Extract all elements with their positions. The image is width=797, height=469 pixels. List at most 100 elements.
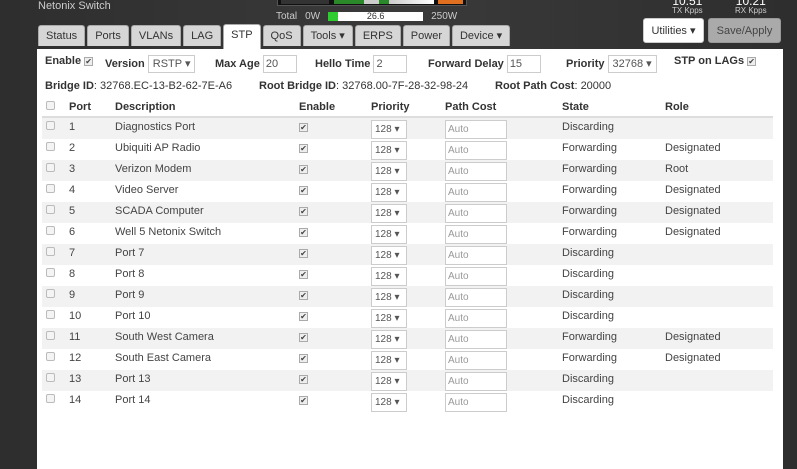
- path-cost-input[interactable]: Auto: [445, 288, 507, 307]
- row-select-checkbox[interactable]: [46, 373, 55, 382]
- root-bridge-id: Root Bridge ID: 32768.00-7F-28-32-98-24: [259, 80, 468, 92]
- port-priority-select[interactable]: 128 ▾: [371, 183, 407, 202]
- row-select-checkbox[interactable]: [46, 310, 55, 319]
- port-number: 8: [69, 268, 76, 280]
- path-cost-input[interactable]: Auto: [445, 393, 507, 412]
- port-enable-checkbox[interactable]: ✔: [299, 207, 308, 216]
- port-priority-select[interactable]: 128 ▾: [371, 288, 407, 307]
- port-priority-select[interactable]: 128 ▾: [371, 351, 407, 370]
- port-priority-select[interactable]: 128 ▾: [371, 246, 407, 265]
- port-role: Designated: [665, 202, 773, 223]
- path-cost-input[interactable]: Auto: [445, 162, 507, 181]
- port-enable-checkbox[interactable]: ✔: [299, 144, 308, 153]
- port-priority-select[interactable]: 128 ▾: [371, 204, 407, 223]
- path-cost-input[interactable]: Auto: [445, 183, 507, 202]
- port-priority-select[interactable]: 128 ▾: [371, 372, 407, 391]
- port-priority-select[interactable]: 128 ▾: [371, 225, 407, 244]
- row-select-checkbox[interactable]: [46, 142, 55, 151]
- row-select-checkbox[interactable]: [46, 184, 55, 193]
- tab-tools[interactable]: Tools ▾: [302, 25, 353, 46]
- row-select-checkbox[interactable]: [46, 247, 55, 256]
- enable-checkbox[interactable]: ✔: [84, 56, 94, 66]
- tab-device[interactable]: Device ▾: [451, 25, 511, 46]
- path-cost-input[interactable]: Auto: [445, 225, 507, 244]
- port-priority-select[interactable]: 128 ▾: [371, 309, 407, 328]
- row-select-checkbox[interactable]: [46, 205, 55, 214]
- port-enable-checkbox[interactable]: ✔: [299, 354, 308, 363]
- port-enable-checkbox[interactable]: ✔: [299, 375, 308, 384]
- row-select-checkbox[interactable]: [46, 289, 55, 298]
- bridge-id: Bridge ID: 32768.EC-13-B2-62-7E-A6: [45, 80, 232, 92]
- table-row: 5 SCADA Computer ✔ 128 ▾ Auto Forwarding…: [42, 202, 773, 223]
- port-enable-checkbox[interactable]: ✔: [299, 123, 308, 132]
- port-number: 6: [69, 226, 76, 238]
- path-cost-input[interactable]: Auto: [445, 330, 507, 349]
- port-role: Designated: [665, 142, 721, 154]
- tab-status[interactable]: Status: [38, 25, 86, 46]
- row-select-checkbox[interactable]: [46, 226, 55, 235]
- select-all-checkbox[interactable]: [46, 100, 55, 110]
- max-age-input[interactable]: 20: [262, 55, 297, 73]
- port-role: [665, 286, 773, 307]
- port-enable-checkbox[interactable]: ✔: [299, 312, 308, 321]
- tab-vlans[interactable]: VLANs: [130, 25, 182, 46]
- col-description: Description: [115, 97, 299, 118]
- port-enable-checkbox[interactable]: ✔: [299, 396, 308, 405]
- port-enable-checkbox[interactable]: ✔: [299, 186, 308, 195]
- port-description: Port 7: [115, 244, 299, 265]
- port-role: Designated: [665, 184, 721, 196]
- port-role: Designated: [665, 328, 773, 349]
- path-cost-input[interactable]: Auto: [445, 141, 507, 160]
- row-select-checkbox[interactable]: [46, 331, 55, 340]
- port-priority-select[interactable]: 128 ▾: [371, 141, 407, 160]
- port-priority-select[interactable]: 128 ▾: [371, 120, 407, 139]
- path-cost-input[interactable]: Auto: [445, 372, 507, 391]
- port-enable-checkbox[interactable]: ✔: [299, 249, 308, 258]
- path-cost-input[interactable]: Auto: [445, 246, 507, 265]
- port-enable-checkbox[interactable]: ✔: [299, 333, 308, 342]
- forward-delay-label: Forward Delay: [428, 58, 504, 70]
- tab-erps[interactable]: ERPS: [354, 25, 401, 46]
- port-role: [665, 370, 773, 391]
- tab-qos[interactable]: QoS: [262, 25, 301, 46]
- path-cost-input[interactable]: Auto: [445, 309, 507, 328]
- row-select-checkbox[interactable]: [46, 163, 55, 172]
- row-select-checkbox[interactable]: [46, 268, 55, 277]
- tx-label: TX Kpps: [672, 6, 703, 15]
- path-cost-input[interactable]: Auto: [445, 267, 507, 286]
- table-row: 3 Verizon Modem ✔ 128 ▾ Auto Forwarding …: [42, 160, 773, 181]
- stp-on-lags-checkbox[interactable]: ✔: [747, 56, 757, 66]
- row-select-checkbox[interactable]: [46, 394, 55, 403]
- table-row: 13 Port 13 ✔ 128 ▾ Auto Discarding: [42, 370, 773, 391]
- hello-time-input[interactable]: 2: [373, 55, 408, 73]
- row-select-checkbox[interactable]: [46, 352, 55, 361]
- port-number: 4: [69, 184, 76, 196]
- max-age-setting: Max Age 20: [215, 55, 297, 73]
- version-select[interactable]: RSTP ▾: [147, 55, 196, 73]
- port-enable-checkbox[interactable]: ✔: [299, 165, 308, 174]
- path-cost-input[interactable]: Auto: [445, 120, 507, 139]
- port-enable-checkbox[interactable]: ✔: [299, 228, 308, 237]
- port-description: Port 9: [115, 286, 299, 307]
- port-priority-select[interactable]: 128 ▾: [371, 162, 407, 181]
- utilities-button[interactable]: Utilities ▾: [643, 18, 704, 43]
- port-enable-checkbox[interactable]: ✔: [299, 291, 308, 300]
- priority-select[interactable]: 32768 ▾: [607, 55, 657, 73]
- row-select-checkbox[interactable]: [46, 121, 55, 130]
- path-cost-input[interactable]: Auto: [445, 204, 507, 223]
- port-priority-select[interactable]: 128 ▾: [371, 393, 407, 412]
- stp-panel: Enable ✔ Version RSTP ▾ Max Age 20 Hello Ti…: [37, 49, 783, 469]
- enable-label: Enable: [45, 55, 82, 67]
- port-number: 10: [69, 310, 82, 322]
- port-priority-select[interactable]: 128 ▾: [371, 267, 407, 286]
- port-priority-select[interactable]: 128 ▾: [371, 330, 407, 349]
- tab-lag[interactable]: LAG: [183, 25, 222, 46]
- forward-delay-input[interactable]: 15: [506, 55, 541, 73]
- tab-stp[interactable]: STP: [223, 24, 261, 49]
- tab-ports[interactable]: Ports: [87, 25, 129, 46]
- path-cost-input[interactable]: Auto: [445, 351, 507, 370]
- port-enable-checkbox[interactable]: ✔: [299, 270, 308, 279]
- save-apply-button[interactable]: Save/Apply: [708, 18, 781, 43]
- app-title: Netonix Switch: [38, 0, 111, 12]
- tab-power[interactable]: Power: [402, 25, 450, 46]
